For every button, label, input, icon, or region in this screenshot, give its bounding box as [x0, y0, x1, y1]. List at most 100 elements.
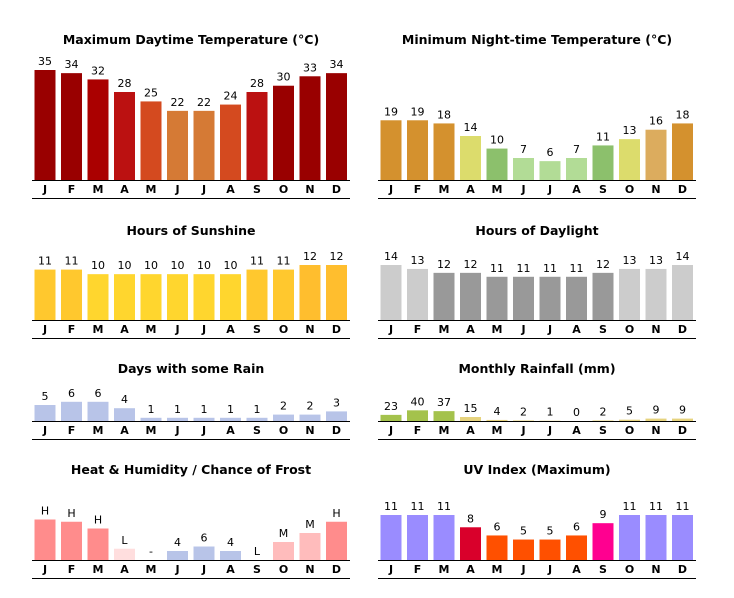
data-label: 15 — [464, 402, 478, 415]
month-label: A — [466, 323, 475, 336]
month-label: A — [120, 323, 129, 336]
data-label: 10 — [197, 259, 211, 272]
month-label: F — [414, 323, 422, 336]
month-label: J — [201, 424, 206, 437]
month-label: J — [520, 424, 525, 437]
month-label: A — [226, 563, 235, 576]
month-label: A — [466, 563, 475, 576]
bar — [61, 521, 82, 560]
bar — [246, 417, 268, 421]
bar — [61, 73, 82, 180]
chart-title: Hours of Daylight — [475, 223, 598, 238]
month-label: M — [439, 563, 450, 576]
month-label: J — [42, 563, 47, 576]
month-label: N — [305, 563, 314, 576]
month-label: J — [520, 323, 525, 336]
panel-sunshine: Hours of Sunshine 11 J 11 F 10 M 10 A 10 M 10 J 10 J 10… — [32, 223, 350, 339]
month-label: S — [599, 563, 607, 576]
month-label: M — [146, 563, 157, 576]
data-label: 22 — [197, 96, 211, 109]
data-label: 5 — [42, 390, 49, 403]
chart-title: UV Index (Maximum) — [463, 462, 610, 477]
data-label: 6 — [573, 520, 580, 533]
data-label: 18 — [676, 108, 690, 121]
data-label: 2 — [280, 400, 287, 413]
month-label: A — [226, 424, 235, 437]
bar — [220, 104, 241, 180]
bar — [566, 535, 587, 560]
month-label: J — [174, 424, 179, 437]
bar — [619, 419, 640, 421]
bar — [592, 272, 614, 320]
month-label: M — [439, 424, 450, 437]
bar — [114, 274, 135, 320]
bar — [380, 515, 402, 560]
bar — [513, 420, 534, 421]
bar — [513, 539, 534, 560]
bar — [167, 110, 188, 180]
month-label: D — [678, 183, 687, 196]
bar — [513, 158, 534, 180]
data-label: 1 — [547, 406, 554, 419]
data-label: 11 — [277, 255, 291, 268]
data-label: 11 — [649, 500, 663, 513]
month-label: D — [332, 183, 341, 196]
month-label: J — [547, 323, 552, 336]
bar — [539, 539, 561, 560]
data-label: 11 — [570, 262, 584, 275]
bar — [140, 101, 162, 180]
month-label: A — [120, 183, 129, 196]
data-label: 1 — [254, 403, 261, 416]
data-label: 6 — [547, 146, 554, 159]
data-label: 30 — [277, 71, 291, 84]
bar — [34, 269, 56, 320]
bar — [326, 73, 347, 180]
month-label: J — [201, 323, 206, 336]
data-label: 40 — [411, 395, 425, 408]
bar — [672, 418, 693, 421]
chart-title: Heat & Humidity / Chance of Frost — [71, 462, 311, 477]
data-label: 28 — [118, 77, 132, 90]
bar — [460, 527, 481, 560]
bar — [87, 401, 109, 421]
data-label: 6 — [95, 387, 102, 400]
bar — [486, 276, 508, 320]
month-label: F — [414, 183, 422, 196]
data-label: 5 — [547, 525, 554, 538]
data-label: 4 — [227, 536, 234, 549]
data-label: 0 — [573, 406, 580, 419]
bar — [114, 92, 135, 180]
data-label: 11 — [490, 262, 504, 275]
month-label: A — [226, 323, 235, 336]
data-label: 35 — [38, 55, 52, 68]
month-label: F — [68, 424, 76, 437]
data-label: 7 — [573, 143, 580, 156]
month-label: A — [572, 424, 581, 437]
month-label: J — [174, 323, 179, 336]
data-label: - — [149, 545, 153, 558]
month-label: M — [93, 424, 104, 437]
data-label: 32 — [91, 64, 105, 77]
panel-max-temp: Maximum Daytime Temperature (°C) 35 J 34 F 32… — [32, 32, 350, 199]
bar — [87, 528, 109, 560]
bar — [407, 268, 428, 320]
bar — [220, 551, 241, 560]
data-label: 10 — [490, 134, 504, 147]
bar — [645, 268, 667, 320]
data-label: M — [279, 527, 289, 540]
bar — [380, 414, 402, 421]
data-label: H — [67, 507, 75, 520]
month-label: F — [68, 183, 76, 196]
data-label: 11 — [250, 255, 264, 268]
panel-rain-days: Days with some Rain 5 J 6 F 6 M 4 A 1 M 1 J 1 J 1 A 1 S 2 O 2… — [32, 361, 350, 440]
data-label: M — [305, 518, 315, 531]
data-label: 23 — [384, 400, 398, 413]
bar — [299, 265, 321, 320]
month-label: A — [572, 323, 581, 336]
month-label: J — [201, 563, 206, 576]
month-label: S — [599, 424, 607, 437]
data-label: 4 — [174, 536, 181, 549]
bar — [645, 515, 667, 560]
month-label: N — [305, 323, 314, 336]
data-label: 7 — [520, 143, 527, 156]
